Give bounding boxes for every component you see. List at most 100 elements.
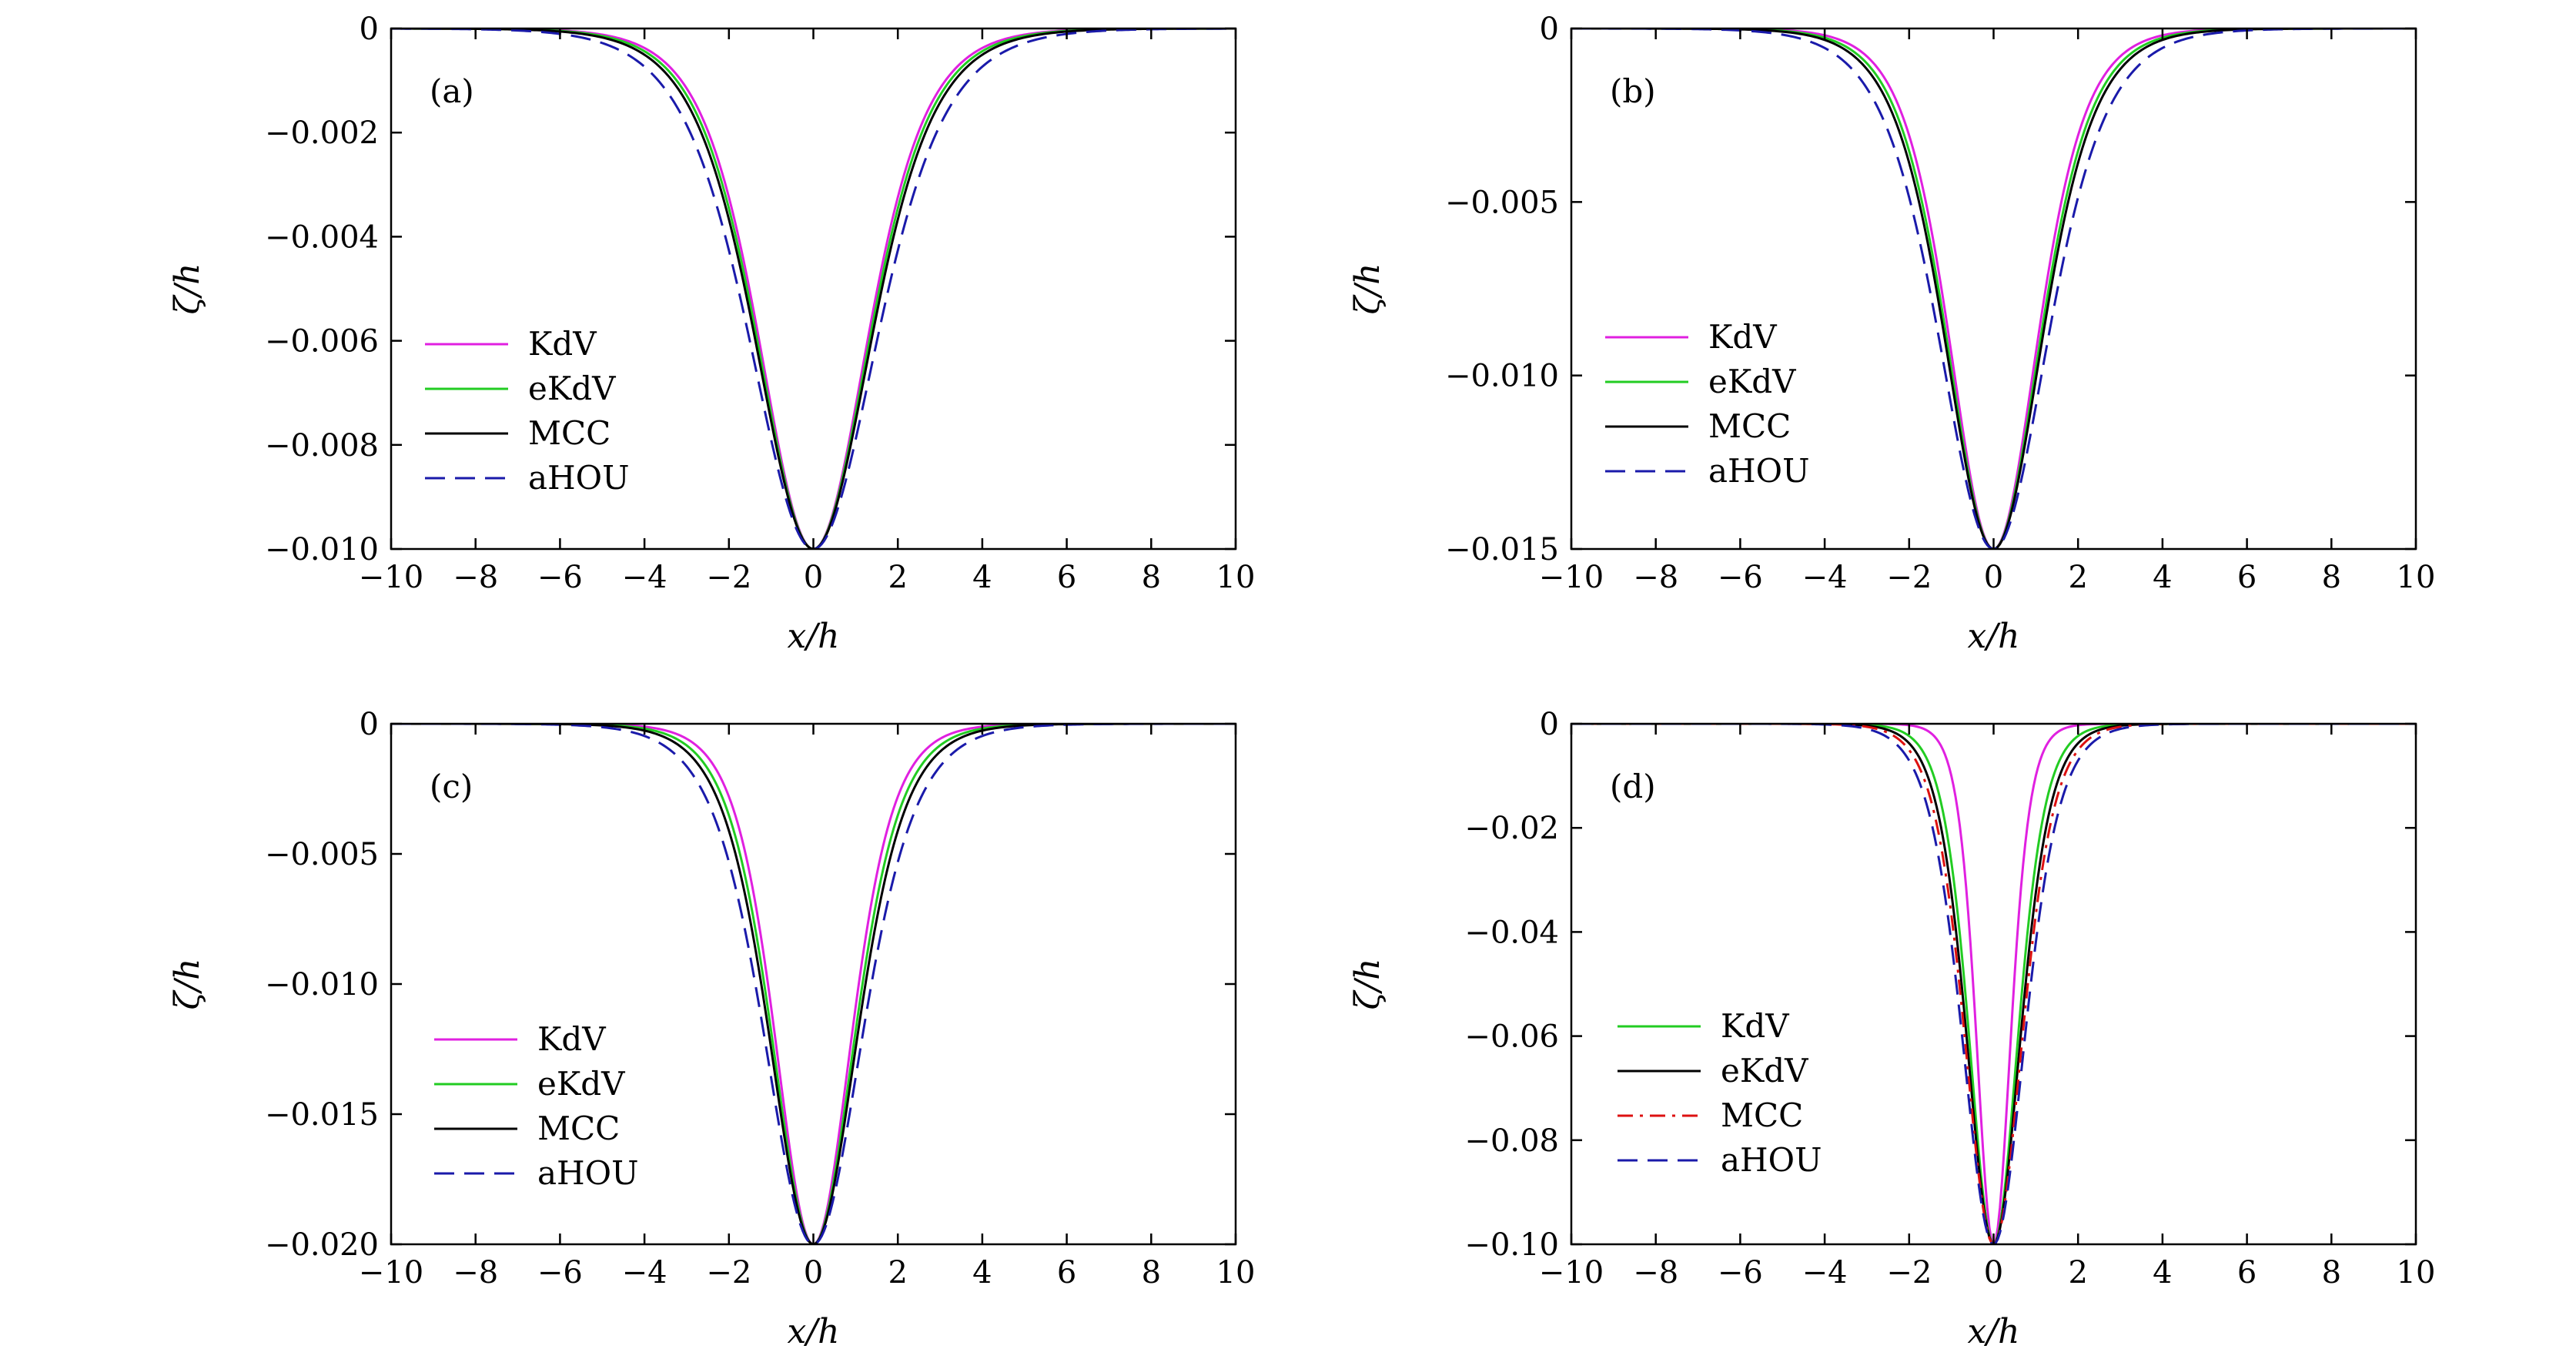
y-axis-label: ζ/h xyxy=(1348,263,1387,314)
series-line-kdv xyxy=(391,28,1236,549)
x-tick-label: −2 xyxy=(1886,1255,1932,1290)
series-group xyxy=(391,724,1236,1244)
x-tick-label: −4 xyxy=(622,560,667,595)
x-tick-label: 2 xyxy=(2068,1255,2087,1290)
y-tick-label: 0 xyxy=(1540,12,1559,47)
x-tick-label: 6 xyxy=(1057,1255,1076,1290)
panel-label: (d) xyxy=(1610,768,1656,805)
legend: KdV eKdV MCC aHOU xyxy=(1618,1007,1822,1179)
series-group xyxy=(1571,28,2416,549)
x-tick-label: 8 xyxy=(2322,1255,2341,1290)
plot-frame xyxy=(1570,722,2417,1246)
series-line-ekdv xyxy=(391,28,1236,549)
x-tick-label: 0 xyxy=(804,560,823,595)
x-tick-label: −6 xyxy=(537,560,583,595)
series-line-ahou xyxy=(1571,724,2416,1244)
y-tick-label: −0.002 xyxy=(265,115,379,151)
x-tick-label: 6 xyxy=(1057,560,1076,595)
series-line-mcc xyxy=(391,28,1236,549)
x-tick-label: −8 xyxy=(1633,560,1678,595)
series-line-ekdv xyxy=(1571,28,2416,549)
plot-frame xyxy=(390,27,1237,551)
x-tick-label: 0 xyxy=(804,1255,823,1290)
y-axis-label: ζ/h xyxy=(168,263,207,314)
legend-label: eKdV xyxy=(537,1065,625,1103)
x-tick-label: −2 xyxy=(1886,560,1932,595)
legend-label: aHOU xyxy=(537,1154,639,1192)
y-tick-label: 0 xyxy=(1540,707,1559,742)
x-tick-label: 4 xyxy=(2153,1255,2172,1290)
x-tick-label: 6 xyxy=(2237,1255,2257,1290)
x-tick-label: 8 xyxy=(2322,560,2341,595)
series-line-mcc xyxy=(391,724,1236,1244)
x-tick-label: 6 xyxy=(2237,560,2257,595)
legend-label: aHOU xyxy=(1708,452,1810,490)
panel-b: −10 −8 −6 −4 −2 0 2 4 6 8 10 0 −0.005 −0.010 −0.015 x/h… xyxy=(1348,12,2435,656)
x-tick-label: 10 xyxy=(2397,560,2436,595)
y-tick-label: −0.02 xyxy=(1464,811,1559,846)
x-tick-label: 4 xyxy=(2153,560,2172,595)
y-axis-label: ζ/h xyxy=(1348,958,1387,1009)
x-tick-label: −10 xyxy=(359,560,423,595)
y-tick-label: −0.04 xyxy=(1464,915,1559,950)
panel-d: −10 −8 −6 −4 −2 0 2 4 6 8 10 0 −0.02 −0.04 −0.06 −0.08 −… xyxy=(1348,707,2435,1349)
series-group xyxy=(391,28,1236,549)
panel-label: (a) xyxy=(430,72,474,110)
x-tick-label: −2 xyxy=(706,1255,751,1290)
legend-label: MCC xyxy=(1708,407,1791,445)
series-group xyxy=(1571,724,2416,1244)
y-tick-label: −0.006 xyxy=(265,324,379,360)
x-tick-label: −8 xyxy=(1633,1255,1678,1290)
x-axis-label: x/h xyxy=(1968,1312,2020,1349)
legend: KdV eKdV MCC aHOU xyxy=(425,325,630,497)
y-tick-label: −0.010 xyxy=(265,532,379,567)
x-tick-label: −2 xyxy=(706,560,751,595)
x-tick-label: −6 xyxy=(1718,560,1763,595)
y-tick-label: −0.010 xyxy=(1445,359,1559,394)
y-tick-label: −0.020 xyxy=(265,1227,379,1263)
legend-label: aHOU xyxy=(1721,1141,1822,1179)
y-tick-label: −0.08 xyxy=(1464,1123,1559,1159)
plot-frame xyxy=(1570,27,2417,551)
x-tick-label: 4 xyxy=(972,1255,992,1290)
series-line-kdv xyxy=(1571,28,2416,549)
series-line-unlabeled xyxy=(1571,724,2416,1244)
series-line-kdv xyxy=(391,724,1236,1244)
y-tick-label: −0.005 xyxy=(1445,185,1559,220)
x-tick-label: 10 xyxy=(1216,1255,1256,1290)
x-tick-label: 8 xyxy=(1142,560,1161,595)
x-tick-label: −6 xyxy=(1718,1255,1763,1290)
panel-label: (c) xyxy=(430,768,473,805)
series-line-ekdv xyxy=(391,724,1236,1244)
y-tick-label: 0 xyxy=(360,12,379,47)
x-tick-label: −10 xyxy=(1539,560,1604,595)
series-line-ahou xyxy=(1571,28,2416,549)
y-tick-label: −0.004 xyxy=(265,219,379,255)
legend-label: MCC xyxy=(1721,1096,1803,1134)
x-tick-label: −6 xyxy=(537,1255,583,1290)
x-tick-label: −4 xyxy=(1802,1255,1848,1290)
legend-label: KdV xyxy=(528,325,597,363)
legend-label: aHOU xyxy=(528,459,630,497)
x-tick-label: 4 xyxy=(972,560,992,595)
y-tick-label: −0.008 xyxy=(265,428,379,464)
legend-label: eKdV xyxy=(1721,1052,1808,1090)
panel-c: −10 −8 −6 −4 −2 0 2 4 6 8 10 0 −0.005 −0.010 −0.015 −0.… xyxy=(168,707,1255,1349)
x-axis-label: x/h xyxy=(788,1312,840,1349)
legend-label: MCC xyxy=(537,1110,620,1147)
series-line-ekdv xyxy=(1571,724,2416,1244)
y-tick-label: −0.010 xyxy=(265,967,379,1003)
legend-label: eKdV xyxy=(1708,363,1796,400)
x-axis-label: x/h xyxy=(788,617,840,656)
x-axis-label: x/h xyxy=(1968,617,2020,656)
x-tick-label: 0 xyxy=(1984,560,2003,595)
y-tick-label: −0.10 xyxy=(1464,1227,1559,1263)
x-tick-label: 2 xyxy=(888,560,907,595)
y-tick-label: 0 xyxy=(360,707,379,742)
x-tick-label: 0 xyxy=(1984,1255,2003,1290)
y-tick-label: −0.06 xyxy=(1464,1019,1559,1055)
x-tick-label: 10 xyxy=(1216,560,1256,595)
x-tick-label: −8 xyxy=(453,560,498,595)
y-tick-label: −0.015 xyxy=(1445,532,1559,567)
